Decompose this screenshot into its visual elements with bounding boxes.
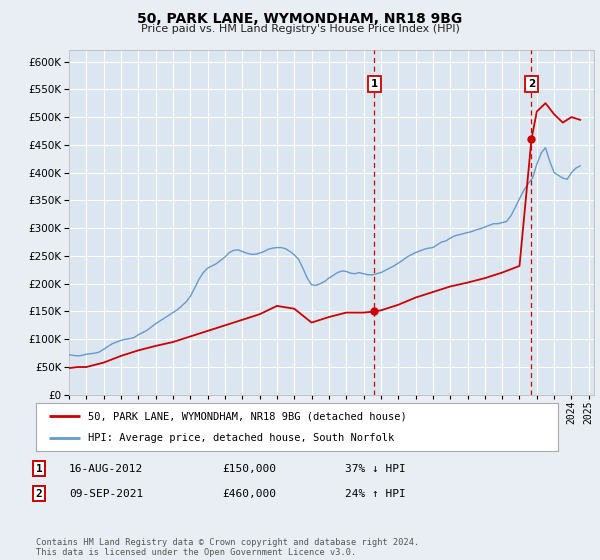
Text: Contains HM Land Registry data © Crown copyright and database right 2024.
This d: Contains HM Land Registry data © Crown c… [36,538,419,557]
Text: £460,000: £460,000 [222,489,276,499]
Text: 37% ↓ HPI: 37% ↓ HPI [345,464,406,474]
Text: 24% ↑ HPI: 24% ↑ HPI [345,489,406,499]
Text: 16-AUG-2012: 16-AUG-2012 [69,464,143,474]
Text: 2: 2 [528,79,535,88]
Text: £150,000: £150,000 [222,464,276,474]
Text: 50, PARK LANE, WYMONDHAM, NR18 9BG: 50, PARK LANE, WYMONDHAM, NR18 9BG [137,12,463,26]
Text: HPI: Average price, detached house, South Norfolk: HPI: Average price, detached house, Sout… [88,433,394,443]
Text: 1: 1 [371,79,378,88]
Text: 2: 2 [35,489,43,499]
Text: 50, PARK LANE, WYMONDHAM, NR18 9BG (detached house): 50, PARK LANE, WYMONDHAM, NR18 9BG (deta… [88,411,407,421]
Text: 1: 1 [35,464,43,474]
Text: Price paid vs. HM Land Registry's House Price Index (HPI): Price paid vs. HM Land Registry's House … [140,24,460,34]
Text: 09-SEP-2021: 09-SEP-2021 [69,489,143,499]
